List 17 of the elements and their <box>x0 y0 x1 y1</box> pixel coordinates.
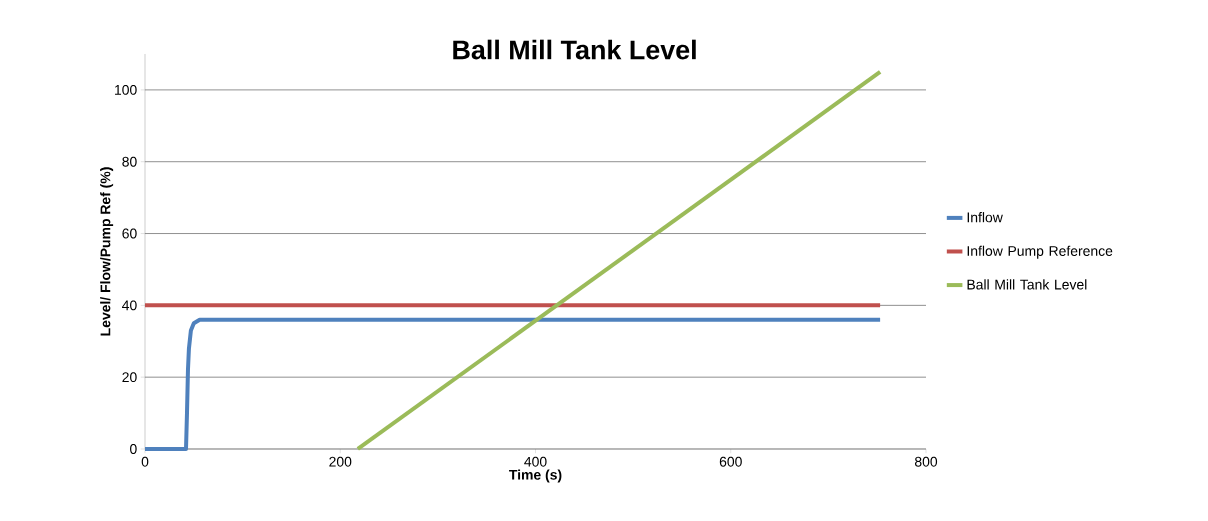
legend-label: Inflow <box>967 212 1003 223</box>
legend-label: Ball Mill Tank Level <box>967 279 1087 290</box>
y-tick-label: 40 <box>122 300 137 311</box>
x-tick-label: 400 <box>524 456 547 467</box>
y-axis-title: Level/ Flow/Pump Ref (%) <box>100 167 114 336</box>
chart-title: Ball Mill Tank Level <box>453 39 696 60</box>
x-tick-label: 800 <box>914 456 938 467</box>
y-tick-label: 0 <box>130 444 137 454</box>
y-tick-label: 20 <box>122 372 137 383</box>
y-tick-label: 80 <box>122 156 137 167</box>
legend-label: Inflow Pump Reference <box>967 245 1113 259</box>
x-tick-label: 600 <box>719 456 742 467</box>
y-tick-label: 60 <box>122 228 137 239</box>
x-axis-title: Time (s) <box>509 469 562 483</box>
x-tick-label: 0 <box>141 456 149 467</box>
y-tick-label: 100 <box>115 84 137 95</box>
x-tick-label: 200 <box>329 456 352 467</box>
